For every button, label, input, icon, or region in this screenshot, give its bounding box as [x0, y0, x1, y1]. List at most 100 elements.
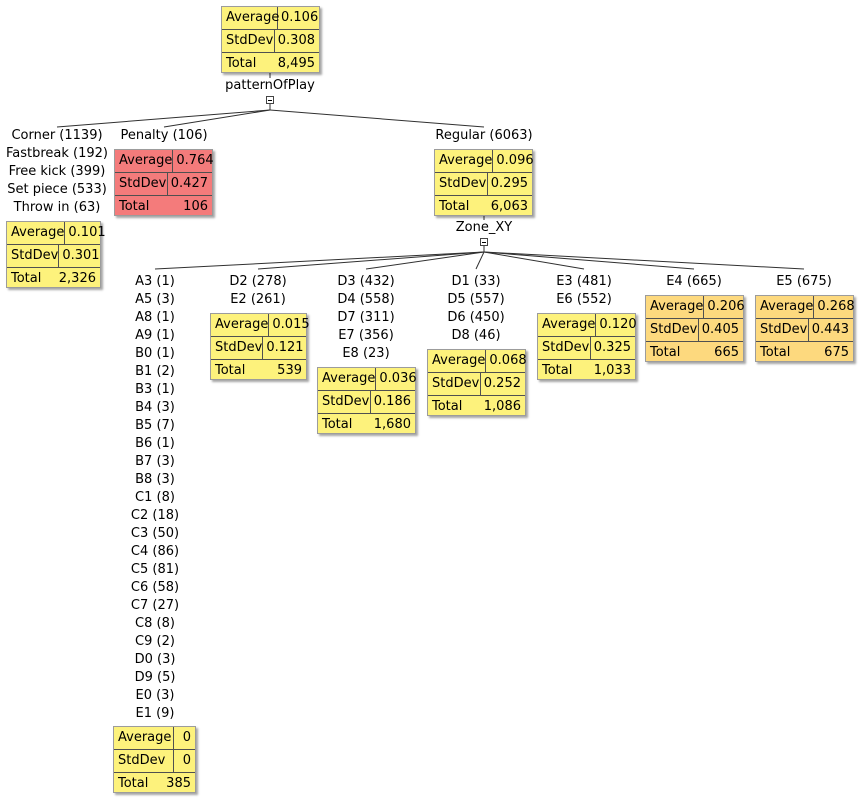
- branch-label: A9 (1): [135, 328, 175, 343]
- branch-label: E2 (261): [230, 292, 286, 307]
- branch-label: E8 (23): [342, 346, 390, 361]
- total-value: 675: [824, 345, 849, 360]
- total-label: Total: [650, 345, 681, 360]
- branch-label: C1 (8): [135, 490, 175, 505]
- average-label: Average: [318, 368, 377, 390]
- total-row: Total 1,680: [318, 414, 415, 436]
- total-row: Total 385: [114, 773, 195, 795]
- stddev-value: 0.308: [277, 33, 315, 48]
- average-label: Average: [211, 314, 270, 336]
- total-value: 8,495: [277, 56, 315, 71]
- branch-label: A8 (1): [135, 310, 175, 325]
- branch-label-regular: Regular (6063): [435, 128, 533, 143]
- average-value: 0.268: [817, 299, 855, 314]
- stddev-value: 0.427: [170, 176, 208, 191]
- total-value: 385: [166, 776, 191, 791]
- average-row: Average 0.015: [211, 314, 310, 337]
- average-value: 0.015: [272, 317, 310, 332]
- zone-leaf-4-stats[interactable]: Average 0.120 StdDev 0.325 Total 1,033: [537, 313, 637, 382]
- average-label: Average: [538, 314, 597, 336]
- branch-label: D4 (558): [337, 292, 395, 307]
- average-label: Average: [435, 150, 494, 172]
- total-row: Total 1,033: [538, 360, 635, 382]
- branch-label: A3 (1): [135, 274, 175, 289]
- total-row: Total 2,326: [7, 268, 100, 290]
- stddev-value: 0: [182, 753, 191, 768]
- average-value: 0.764: [176, 153, 214, 168]
- stddev-value: 0.325: [593, 340, 631, 355]
- branch-label: D6 (450): [447, 310, 505, 325]
- average-row: Average 0.068: [428, 350, 527, 373]
- branch-label: C3 (50): [130, 526, 180, 541]
- branch-label: D0 (3): [134, 652, 176, 667]
- average-label: Average: [222, 7, 279, 29]
- average-row: Average 0.120: [538, 314, 637, 337]
- total-row: Total 675: [756, 342, 853, 364]
- zone-leaf-3-stats[interactable]: Average 0.068 StdDev 0.252 Total 1,086: [427, 349, 527, 416]
- average-row: Average 0.106: [222, 7, 319, 30]
- stddev-row: StdDev 0.325: [538, 337, 635, 360]
- zone-split-label: Zone_XY: [455, 220, 513, 235]
- branch-label: D9 (5): [134, 670, 176, 685]
- stddev-label: StdDev: [756, 319, 809, 341]
- branch-label: B7 (3): [135, 454, 175, 469]
- zone-leaf-0-stats[interactable]: Average 0 StdDev 0 Total 385: [113, 726, 196, 793]
- collapse-icon[interactable]: [480, 238, 488, 246]
- branch-label: C4 (86): [130, 544, 180, 559]
- stddev-label: StdDev: [646, 319, 699, 341]
- branch-label: E0 (3): [135, 688, 175, 703]
- total-value: 106: [183, 199, 208, 214]
- average-value: 0.106: [281, 10, 319, 25]
- branch-label: E6 (552): [556, 292, 612, 307]
- total-label: Total: [226, 56, 257, 71]
- average-value: 0.096: [496, 153, 534, 168]
- stddev-value: 0.405: [701, 322, 739, 337]
- stddev-label: StdDev: [211, 337, 264, 359]
- stddev-label: StdDev: [435, 173, 488, 195]
- branch-label: D3 (432): [337, 274, 395, 289]
- average-value: 0.101: [68, 225, 106, 240]
- branch-label: E7 (356): [338, 328, 394, 343]
- branch-label: E3 (481): [556, 274, 612, 289]
- branch-label: C5 (81): [130, 562, 180, 577]
- average-label: Average: [428, 350, 487, 372]
- stddev-value: 0.186: [373, 394, 411, 409]
- total-value: 1,680: [373, 417, 411, 432]
- stddev-row: StdDev 0.443: [756, 319, 853, 342]
- collapse-icon[interactable]: [266, 96, 274, 104]
- branch-label: E5 (675): [776, 274, 832, 289]
- stddev-row: StdDev 0: [114, 750, 195, 773]
- total-value: 2,326: [58, 271, 96, 286]
- zone-leaf-2-stats[interactable]: Average 0.036 StdDev 0.186 Total 1,680: [317, 367, 417, 436]
- average-row: Average 0.036: [318, 368, 417, 391]
- total-label: Total: [760, 345, 791, 360]
- branch-label: E1 (9): [135, 706, 175, 721]
- leaf-node-other-stats[interactable]: Average 0.101 StdDev 0.301 Total 2,326: [6, 221, 106, 290]
- total-label: Total: [215, 363, 246, 378]
- root-node-stats[interactable]: Average 0.106 StdDev 0.308 Total 8,495: [221, 6, 320, 73]
- branch-label: D2 (278): [229, 274, 287, 289]
- branch-label: B5 (7): [135, 418, 175, 433]
- stddev-row: StdDev 0.186: [318, 391, 415, 414]
- branch-label: B4 (3): [135, 400, 175, 415]
- zone-branch-labels-3: D1 (33) D5 (557) D6 (450) D8 (46): [447, 273, 504, 345]
- branch-label: E4 (665): [666, 274, 722, 289]
- total-label: Total: [439, 199, 470, 214]
- stddev-row: StdDev 0.252: [428, 373, 525, 396]
- zone-leaf-1-stats[interactable]: Average 0.015 StdDev 0.121 Total 539: [210, 313, 310, 380]
- average-value: 0.068: [489, 353, 527, 368]
- branch-label: Throw in (63): [13, 200, 101, 215]
- stddev-label: StdDev: [115, 173, 168, 195]
- stddev-label: StdDev: [7, 245, 60, 267]
- branch-label: C6 (58): [130, 580, 180, 595]
- average-label: Average: [115, 150, 174, 172]
- leaf-node-penalty-stats[interactable]: Average 0.764 StdDev 0.427 Total 106: [114, 149, 214, 216]
- stddev-label: StdDev: [428, 373, 481, 395]
- zone-leaf-5-stats[interactable]: Average 0.206 StdDev 0.405 Total 665: [645, 295, 745, 362]
- total-label: Total: [542, 363, 573, 378]
- average-value: 0.036: [379, 371, 417, 386]
- average-label: Average: [114, 727, 174, 749]
- total-label: Total: [322, 417, 353, 432]
- regular-node-stats[interactable]: Average 0.096 StdDev 0.295 Total 6,063: [434, 149, 534, 216]
- zone-leaf-6-stats[interactable]: Average 0.268 StdDev 0.443 Total 675: [755, 295, 855, 364]
